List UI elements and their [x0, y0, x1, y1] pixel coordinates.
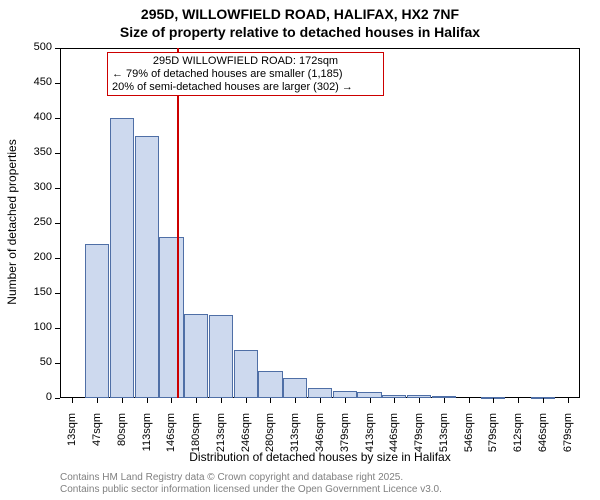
annotation-line: ← 79% of detached houses are smaller (1,…	[112, 68, 343, 80]
x-tick-label: 546sqm	[463, 413, 475, 463]
y-tick-label: 50	[22, 356, 52, 368]
x-tick-label: 479sqm	[413, 413, 425, 463]
annotation-line: 20% of semi-detached houses are larger (…	[112, 81, 353, 93]
histogram-bar	[159, 237, 183, 398]
x-tick	[394, 398, 395, 403]
x-tick-label: 379sqm	[339, 413, 351, 463]
y-tick	[55, 258, 60, 259]
x-tick	[147, 398, 148, 403]
x-tick	[246, 398, 247, 403]
y-tick	[55, 293, 60, 294]
x-tick-label: 146sqm	[165, 413, 177, 463]
y-tick	[55, 328, 60, 329]
x-tick-label: 80sqm	[116, 413, 128, 463]
y-tick	[55, 118, 60, 119]
chart-title-main: 295D, WILLOWFIELD ROAD, HALIFAX, HX2 7NF	[0, 6, 600, 22]
y-tick-label: 250	[22, 216, 52, 228]
x-tick-label: 113sqm	[141, 413, 153, 463]
reference-vline	[177, 48, 179, 398]
x-tick	[444, 398, 445, 403]
histogram-bar	[333, 391, 357, 398]
x-tick-label: 646sqm	[537, 413, 549, 463]
footer-line-2: Contains public sector information licen…	[60, 484, 442, 495]
x-tick-label: 579sqm	[487, 413, 499, 463]
y-tick-label: 400	[22, 111, 52, 123]
histogram-bar	[209, 315, 233, 398]
x-tick	[171, 398, 172, 403]
x-tick	[469, 398, 470, 403]
x-tick	[221, 398, 222, 403]
y-tick-label: 350	[22, 146, 52, 158]
y-tick-label: 300	[22, 181, 52, 193]
y-tick-label: 150	[22, 286, 52, 298]
x-tick	[295, 398, 296, 403]
chart-title-sub: Size of property relative to detached ho…	[0, 24, 600, 40]
y-tick-label: 0	[22, 391, 52, 403]
y-tick	[55, 223, 60, 224]
y-tick	[55, 398, 60, 399]
histogram-bar	[234, 350, 258, 398]
y-axis-label: Number of detached properties	[5, 47, 19, 397]
x-tick	[370, 398, 371, 403]
y-tick-label: 450	[22, 76, 52, 88]
x-tick	[196, 398, 197, 403]
annotation-line: 295D WILLOWFIELD ROAD: 172sqm	[112, 55, 379, 67]
x-tick	[419, 398, 420, 403]
footer-line-1: Contains HM Land Registry data © Crown c…	[60, 472, 403, 483]
histogram-bar	[135, 136, 159, 399]
y-tick	[55, 363, 60, 364]
x-tick	[97, 398, 98, 403]
x-tick	[122, 398, 123, 403]
x-tick-label: 47sqm	[91, 413, 103, 463]
x-tick	[345, 398, 346, 403]
x-tick-label: 679sqm	[562, 413, 574, 463]
y-tick	[55, 188, 60, 189]
histogram-bar	[308, 388, 332, 399]
y-tick	[55, 153, 60, 154]
x-tick-label: 180sqm	[190, 413, 202, 463]
x-tick-label: 612sqm	[512, 413, 524, 463]
x-tick-label: 246sqm	[240, 413, 252, 463]
x-tick-label: 313sqm	[289, 413, 301, 463]
histogram-bar	[85, 244, 109, 398]
y-tick	[55, 83, 60, 84]
x-tick-label: 446sqm	[388, 413, 400, 463]
x-tick-label: 513sqm	[438, 413, 450, 463]
x-tick	[320, 398, 321, 403]
x-tick-label: 13sqm	[66, 413, 78, 463]
x-tick	[518, 398, 519, 403]
x-tick	[493, 398, 494, 403]
histogram-bar	[184, 314, 208, 398]
x-tick	[72, 398, 73, 403]
x-tick-label: 280sqm	[264, 413, 276, 463]
y-tick-label: 200	[22, 251, 52, 263]
y-tick-label: 100	[22, 321, 52, 333]
y-tick	[55, 48, 60, 49]
x-tick-label: 413sqm	[364, 413, 376, 463]
x-tick	[568, 398, 569, 403]
x-tick-label: 213sqm	[215, 413, 227, 463]
x-tick-label: 346sqm	[314, 413, 326, 463]
y-tick-label: 500	[22, 41, 52, 53]
histogram-bar	[283, 378, 307, 398]
x-tick	[270, 398, 271, 403]
histogram-bar	[110, 118, 134, 398]
x-tick	[543, 398, 544, 403]
histogram-bar	[258, 371, 282, 398]
